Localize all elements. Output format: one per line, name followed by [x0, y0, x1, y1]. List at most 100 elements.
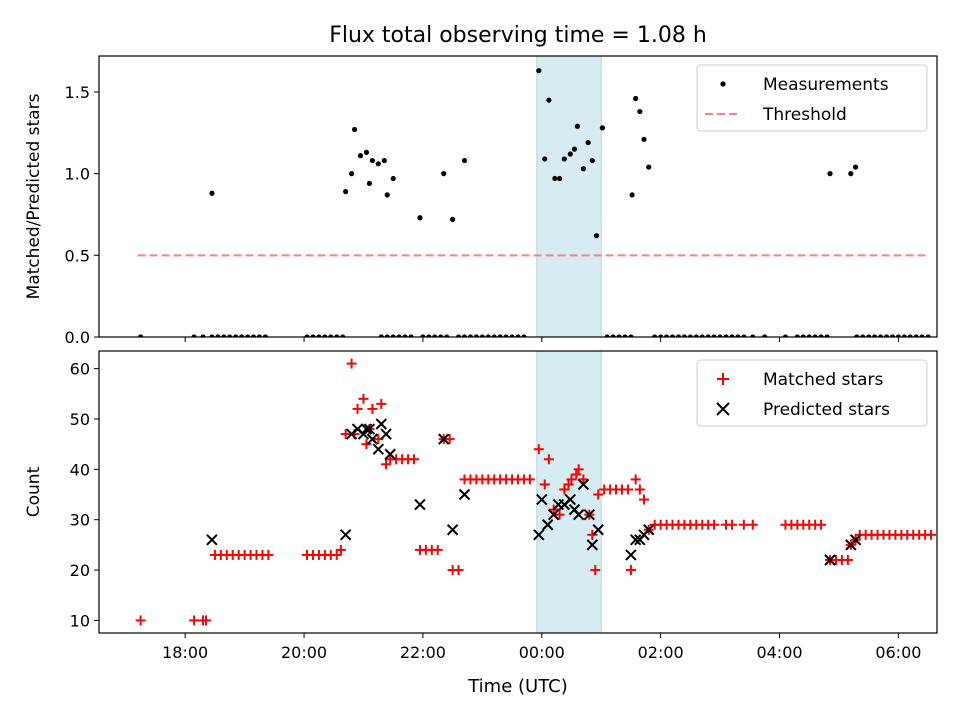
measurement-point	[687, 334, 693, 337]
matched-star-point	[335, 544, 346, 555]
measurement-point	[907, 334, 913, 337]
measurement-point	[215, 334, 221, 337]
measurement-point	[729, 334, 735, 337]
x-tick-label: 20:00	[281, 643, 327, 662]
y-tick-label: 1.0	[65, 165, 90, 184]
measurement-point	[629, 192, 635, 198]
observing-window-band	[536, 350, 602, 634]
measurement-point	[925, 334, 931, 337]
measurement-point	[895, 334, 901, 337]
measurement-point	[316, 334, 322, 337]
observing-window-band	[536, 55, 602, 338]
measurement-point	[432, 334, 438, 337]
measurement-point	[852, 164, 859, 170]
measurement-point	[334, 334, 340, 337]
measurement-point	[322, 334, 328, 337]
measurement-point	[901, 334, 907, 337]
measurement-point	[357, 153, 364, 159]
measurement-point	[408, 334, 414, 337]
measurement-point	[521, 334, 527, 337]
ratio-panel: 0.0 0.5 1.0 1.5 Matched/Predicted stars Measu…	[24, 55, 938, 347]
predicted-star-point	[824, 554, 836, 566]
measurement-point	[479, 334, 485, 337]
measurement-point	[455, 334, 462, 337]
measurement-point	[348, 171, 355, 177]
predicted-star-point	[572, 508, 585, 521]
measurement-point	[750, 334, 756, 337]
measurement-point	[889, 334, 896, 337]
x-tick-label: 00:00	[519, 643, 565, 662]
predicted-star-point	[536, 493, 548, 506]
matched-star-point	[573, 464, 584, 475]
legend: Measurements Threshold	[696, 64, 928, 132]
measurement-point	[438, 334, 444, 337]
measurement-point	[848, 171, 854, 177]
matched-star-point	[738, 519, 749, 530]
predicted-star-point	[339, 529, 352, 541]
measurement-point	[191, 334, 197, 337]
axes-frame	[98, 350, 938, 634]
matched-star-point	[578, 474, 589, 485]
measurement-point	[580, 166, 586, 172]
y-axis-label: Matched/Predicted stars	[24, 93, 44, 299]
x-tick-label: 18:00	[162, 643, 208, 662]
matched-star-point	[816, 519, 827, 530]
predicted-star-point	[547, 508, 560, 521]
measurement-point	[585, 139, 591, 146]
measurement-point	[461, 157, 468, 164]
measurement-point	[343, 188, 349, 195]
legend-label: Matched stars	[763, 370, 883, 390]
measurement-point	[854, 334, 860, 337]
measurement-point	[375, 161, 381, 167]
measurement-point	[827, 171, 833, 177]
legend-marker-x	[716, 402, 730, 416]
measurement-point	[589, 157, 595, 164]
legend-box	[696, 64, 928, 132]
x-tick-label: 22:00	[400, 643, 446, 662]
measurement-point	[717, 334, 723, 337]
x-axis-label: Time (UTC)	[467, 676, 568, 697]
predicted-star-point	[380, 428, 392, 440]
data-layer	[135, 358, 937, 626]
measurement-point	[262, 334, 269, 337]
predicted-star-point	[542, 519, 554, 531]
measurement-point	[693, 334, 699, 337]
measurement-point	[420, 334, 426, 337]
measurement-point	[515, 334, 521, 337]
measurement-point	[444, 334, 450, 337]
measurement-point	[699, 334, 705, 337]
matched-star-point	[622, 484, 633, 495]
matched-star-point	[726, 519, 737, 530]
measurement-point	[641, 136, 647, 142]
measurement-point	[877, 334, 884, 337]
axes-frame	[98, 55, 938, 338]
matched-star-point	[135, 615, 146, 626]
matched-star-point	[376, 398, 387, 409]
measurement-point	[557, 175, 563, 182]
measurement-point	[239, 334, 245, 337]
measurement-point	[396, 334, 402, 337]
y-tick-label: 20	[70, 561, 90, 580]
measurement-point	[800, 334, 806, 337]
measurement-point	[497, 334, 503, 337]
measurement-point	[351, 126, 358, 133]
measurement-point	[244, 334, 251, 337]
measurement-point	[473, 334, 479, 337]
measurement-point	[604, 334, 610, 337]
x-tick-label: 02:00	[638, 643, 684, 662]
measurement-point	[209, 190, 215, 196]
measurement-point	[328, 334, 334, 337]
measurement-point	[571, 146, 578, 152]
matched-star-point	[634, 484, 645, 495]
measurement-point	[503, 334, 509, 337]
measurement-point	[552, 175, 558, 182]
matched-star-point	[842, 554, 853, 565]
predicted-star-point	[643, 524, 655, 536]
measurement-point	[806, 334, 812, 337]
measurement-point	[304, 334, 310, 337]
measurement-point	[616, 334, 622, 337]
measurement-point	[593, 233, 600, 239]
measurement-point	[209, 334, 215, 337]
figure-title: Flux total observing time = 1.08 h	[329, 23, 707, 48]
predicted-star-point	[414, 498, 426, 511]
